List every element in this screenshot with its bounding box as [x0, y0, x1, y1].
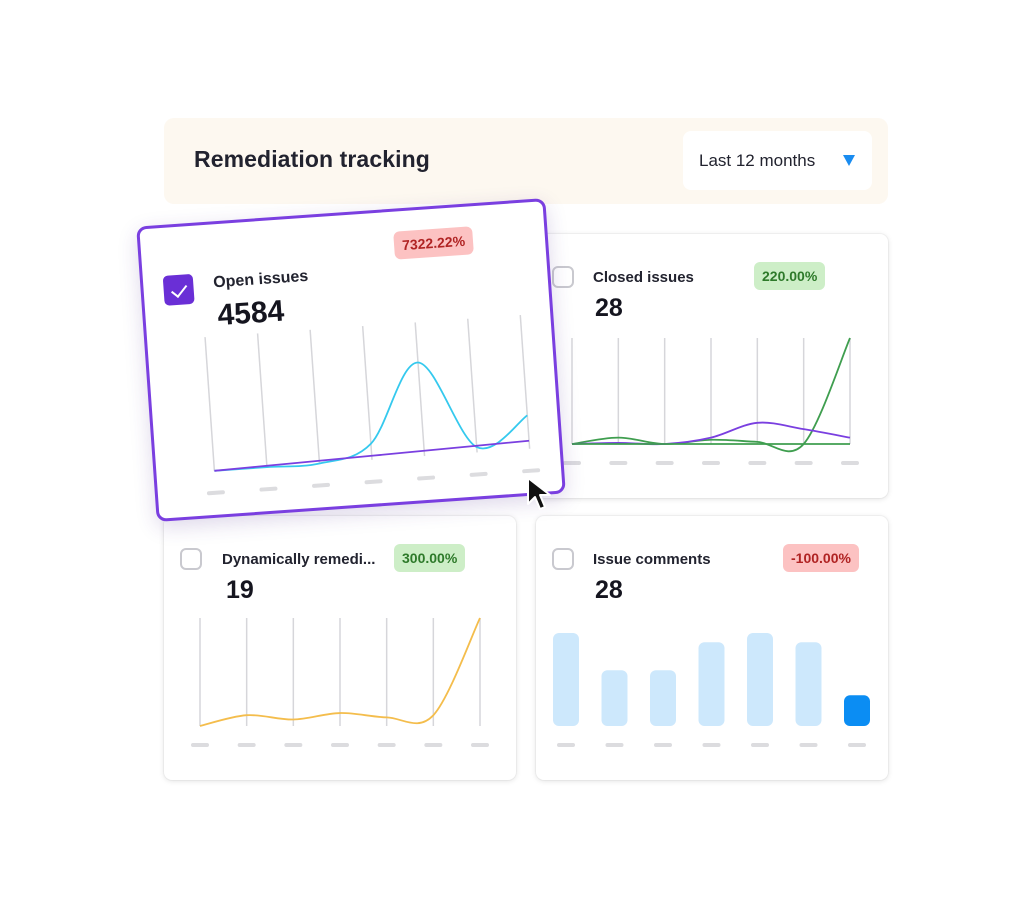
bar[interactable] [650, 670, 676, 726]
x-tick-placeholder [563, 461, 581, 465]
x-tick-placeholder [748, 461, 767, 465]
card-dynamically-remediated[interactable]: Dynamically remedi... 19 300.00% [164, 516, 516, 780]
bar[interactable] [795, 642, 822, 726]
dynamically-remediated-chart [191, 617, 489, 747]
grid-line [256, 333, 268, 468]
bar[interactable] [747, 633, 773, 726]
change-badge: 220.00% [754, 262, 826, 290]
x-tick-placeholder [702, 461, 720, 465]
grid-line [361, 326, 373, 460]
change-badge: -100.00% [783, 544, 859, 572]
date-range-label: Last 12 months [699, 151, 816, 170]
x-tick-placeholder [331, 743, 349, 747]
x-tick-placeholder [364, 479, 383, 485]
x-tick-placeholder [794, 461, 813, 465]
bar[interactable] [553, 633, 579, 726]
card-value: 28 [595, 294, 623, 322]
open-issues-chart [204, 315, 541, 496]
x-tick-placeholder [605, 743, 624, 747]
issue-comments-chart [553, 633, 870, 747]
card-title: Issue comments [593, 551, 711, 568]
bar[interactable] [601, 670, 628, 726]
x-tick-placeholder [841, 461, 859, 465]
x-tick-placeholder [191, 743, 209, 747]
x-tick-placeholder [206, 490, 225, 496]
card-open-issues[interactable]: Open issues 4584 7322.22% [136, 198, 566, 522]
issue-comments-checkbox[interactable] [552, 548, 574, 570]
change-badge: 300.00% [394, 544, 466, 572]
x-tick-placeholder [848, 743, 866, 747]
grid-line [414, 322, 426, 457]
x-tick-placeholder [522, 468, 541, 474]
series-line-0 [199, 617, 481, 727]
x-tick-placeholder [702, 743, 721, 747]
x-tick-placeholder [799, 743, 818, 747]
x-tick-placeholder [312, 482, 330, 488]
card-title: Closed issues [593, 269, 694, 286]
caret-down-icon [843, 155, 855, 166]
series-line-0 [214, 361, 528, 472]
x-tick-placeholder [237, 743, 256, 747]
series-line-1 [571, 421, 851, 446]
series-line-1 [214, 439, 530, 472]
closed-issues-checkbox[interactable] [552, 266, 574, 288]
card-closed-issues[interactable]: Closed issues 28 220.00% [536, 234, 888, 498]
x-tick-placeholder [417, 475, 436, 481]
x-tick-placeholder [469, 471, 488, 477]
page-title: Remediation tracking [194, 146, 430, 172]
grid-line [204, 337, 216, 471]
dynamically-remediated-checkbox[interactable] [180, 548, 202, 570]
x-tick-placeholder [655, 461, 674, 465]
x-tick-placeholder [471, 743, 489, 747]
grid-line [466, 318, 478, 453]
x-tick-placeholder [377, 743, 396, 747]
grid-line [309, 329, 321, 464]
x-tick-placeholder [259, 486, 278, 492]
mouse-pointer-icon [527, 477, 551, 510]
x-tick-placeholder [557, 743, 575, 747]
bar[interactable] [844, 695, 870, 726]
x-tick-placeholder [654, 743, 672, 747]
closed-issues-chart [563, 337, 859, 465]
series-line-0 [571, 337, 851, 453]
grid-line [519, 315, 531, 449]
card-value: 28 [595, 576, 623, 604]
bar[interactable] [698, 642, 725, 726]
card-issue-comments[interactable]: Issue comments 28 -100.00% [536, 516, 888, 780]
x-tick-placeholder [284, 743, 303, 747]
card-title: Dynamically remedi... [222, 551, 376, 568]
card-value: 19 [226, 576, 254, 604]
x-tick-placeholder [424, 743, 443, 747]
x-tick-placeholder [609, 461, 628, 465]
date-range-select[interactable]: Last 12 months [683, 131, 872, 190]
dashboard-header: Remediation tracking Last 12 months [164, 118, 888, 204]
x-tick-placeholder [751, 743, 769, 747]
